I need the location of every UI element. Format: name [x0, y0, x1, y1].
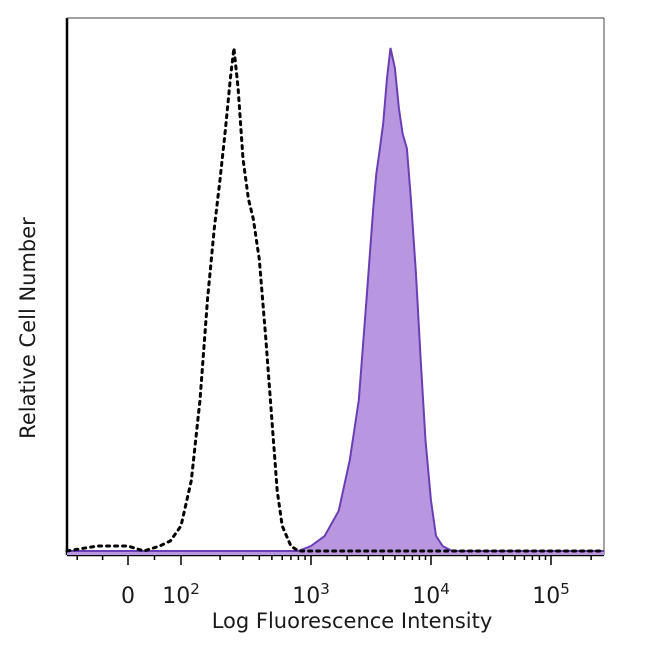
x-tick-label: 104 [412, 580, 450, 609]
x-tick-label: 105 [532, 580, 570, 609]
x-tick-label: 0 [121, 584, 135, 609]
series-layer [65, 47, 606, 555]
x-tick-label: 103 [292, 580, 330, 609]
x-ticks: 0 102 103 104 105 [76, 555, 592, 609]
plot-frame [65, 17, 605, 557]
y-axis-title: Relative Cell Number [16, 217, 40, 439]
x-axis-title: Log Fluorescence Intensity [212, 609, 493, 633]
series-0-line [65, 47, 606, 553]
x-tick-label: 102 [162, 580, 200, 609]
series-1-line [67, 47, 604, 552]
series-1-area [67, 48, 604, 555]
